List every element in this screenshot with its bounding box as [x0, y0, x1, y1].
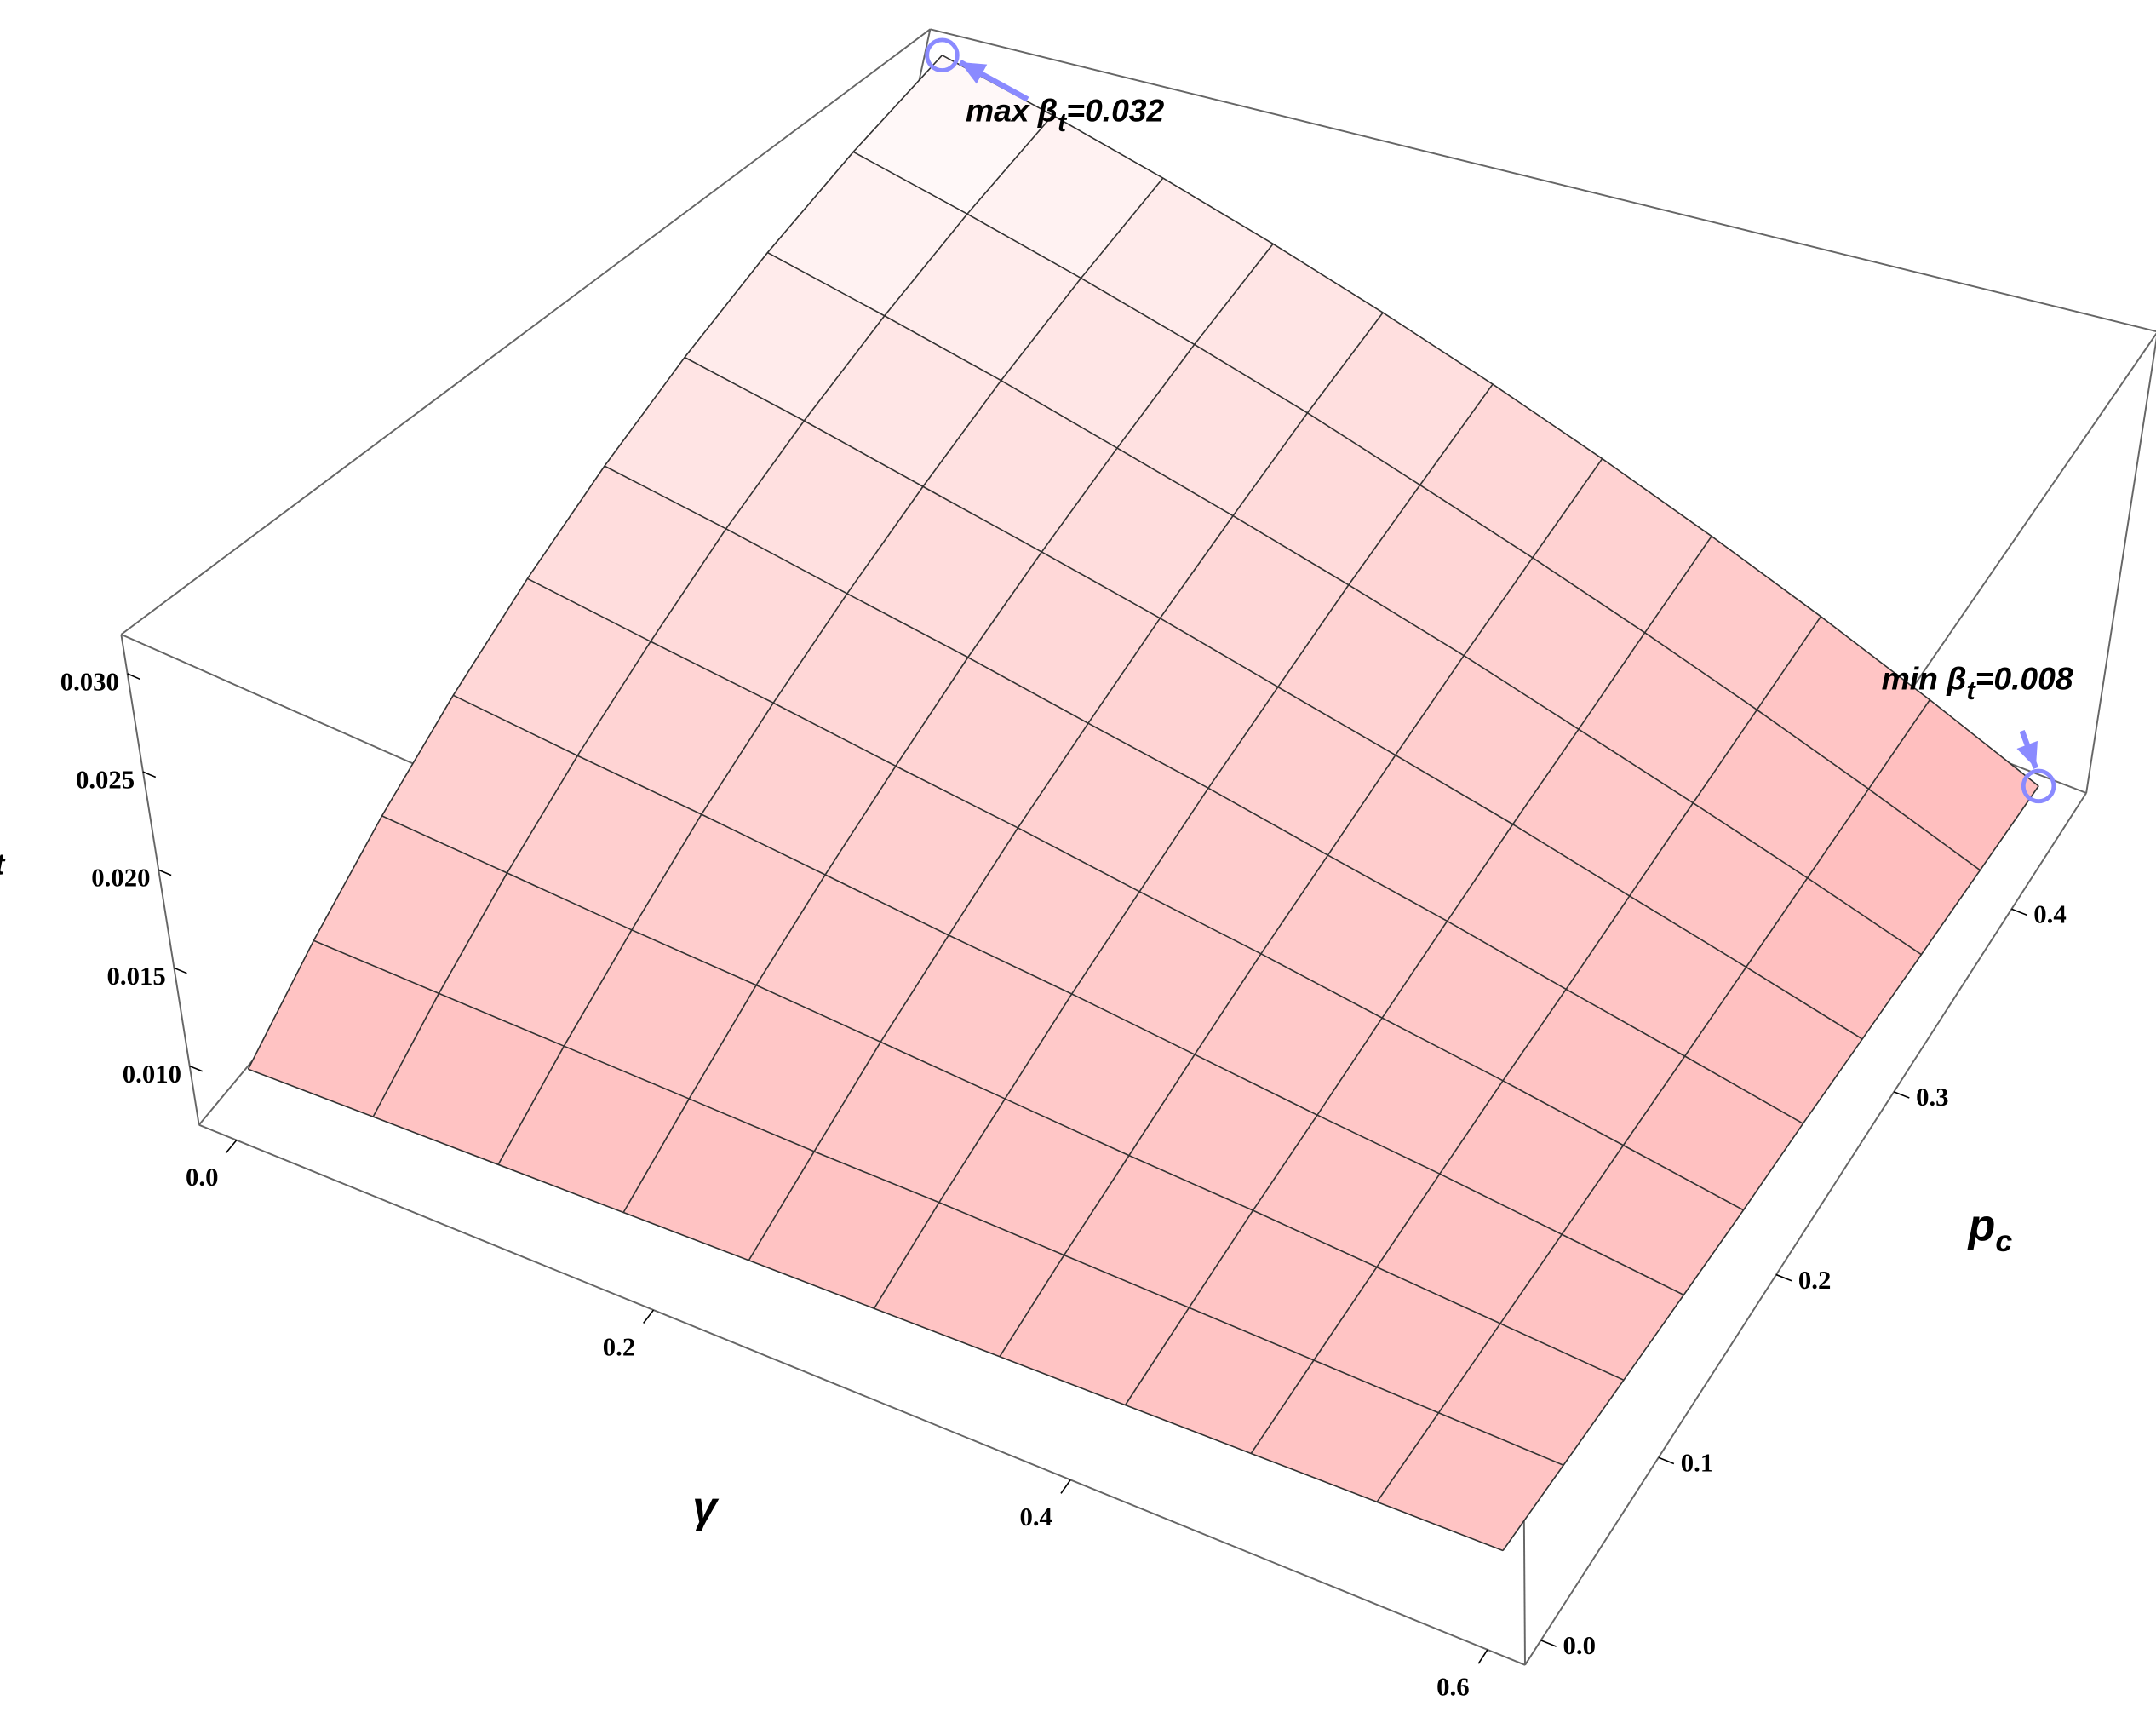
mesh-line — [1502, 785, 2039, 1551]
x-tick-label: 0.0 — [186, 1163, 218, 1192]
annotation-text: min β — [1882, 661, 1967, 697]
z-axis-label-sub: t — [0, 847, 6, 881]
y-tick — [1540, 1640, 1557, 1647]
y-tick — [1775, 1273, 1792, 1282]
mesh-line — [1250, 616, 1822, 1454]
annotation-marker — [925, 37, 960, 73]
x-tick-label: 0.6 — [1436, 1672, 1469, 1701]
box-edge — [198, 1123, 1526, 1666]
mesh-line — [1124, 536, 1712, 1406]
y-axis-label-sub: c — [1995, 1224, 2012, 1258]
x-tick — [225, 1140, 238, 1154]
mesh-line — [1376, 699, 1930, 1502]
z-tick — [127, 673, 140, 681]
mesh-line — [372, 114, 1053, 1117]
y-tick — [2011, 908, 2027, 916]
mesh-line — [873, 383, 1494, 1309]
y-axis-label: pc — [1967, 1200, 2013, 1258]
x-tick — [1477, 1649, 1488, 1664]
annotation-marker — [2021, 768, 2056, 804]
z-tick — [142, 771, 157, 778]
z-tick-label: 0.010 — [123, 1060, 181, 1089]
annotation: min βt=0.008 — [1882, 661, 2073, 705]
z-tick — [174, 967, 187, 974]
y-tick — [1893, 1091, 1910, 1099]
annotation-text: max β — [966, 93, 1058, 129]
y-tick-label: 0.1 — [1681, 1448, 1713, 1477]
y-tick-label: 0.3 — [1916, 1083, 1948, 1112]
y-tick-label: 0.0 — [1563, 1631, 1596, 1660]
box-edge — [2085, 336, 2156, 794]
z-tick — [189, 1065, 204, 1072]
x-tick-label: 0.4 — [1019, 1502, 1052, 1531]
box-edge — [930, 28, 2156, 332]
annotation-tail: =0.008 — [1975, 661, 2073, 697]
z-tick-label: 0.030 — [60, 667, 119, 696]
x-tick — [1060, 1479, 1071, 1494]
z-tick-label: 0.020 — [91, 864, 150, 893]
mesh-line — [622, 243, 1274, 1213]
y-axis-label-main: p — [1967, 1200, 1996, 1250]
z-axis-label: βt — [0, 823, 6, 881]
y-tick-label: 0.2 — [1798, 1266, 1831, 1295]
z-tick — [158, 869, 172, 876]
z-tick-label: 0.025 — [76, 766, 135, 795]
annotation-arrowhead — [2016, 740, 2038, 768]
mesh-line — [748, 312, 1384, 1261]
y-tick-label: 0.4 — [2033, 899, 2066, 928]
annotation-arrowhead — [960, 61, 988, 84]
x-axis-label: γ — [692, 1482, 720, 1531]
box-edge — [120, 634, 200, 1125]
mesh-line — [247, 55, 943, 1070]
mesh-line — [999, 458, 1603, 1358]
annotation-sub: t — [1966, 675, 1976, 705]
mesh-line — [497, 177, 1164, 1165]
annotation-tail: =0.032 — [1066, 93, 1164, 129]
annotation: max βt=0.032 — [966, 93, 1165, 137]
annotation-sub: t — [1058, 107, 1068, 137]
box-edge — [120, 28, 931, 635]
z-tick-label: 0.015 — [107, 962, 166, 991]
x-tick-label: 0.2 — [603, 1333, 635, 1362]
box-edge — [1524, 792, 2087, 1666]
x-tick — [643, 1309, 655, 1324]
y-tick — [1658, 1456, 1675, 1465]
